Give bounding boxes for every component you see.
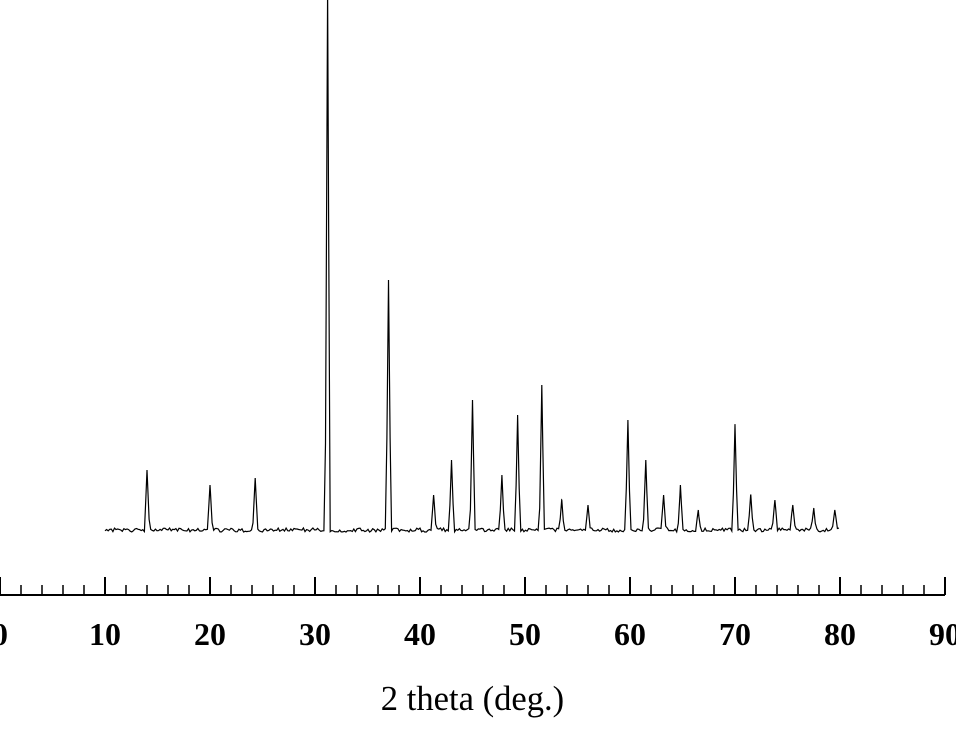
xrd-trace bbox=[105, 0, 839, 532]
x-tick-label: 50 bbox=[509, 617, 541, 652]
x-tick-label: 10 bbox=[89, 617, 121, 652]
x-tick-label: 60 bbox=[614, 617, 646, 652]
x-axis-title: 2 theta (deg.) bbox=[381, 680, 564, 718]
chart-svg: 0 10 20 30 40 50 60 70 80 90 2 theta (deg.) bbox=[0, 0, 956, 732]
x-tick-label: 30 bbox=[299, 617, 331, 652]
x-tick-label: 40 bbox=[404, 617, 436, 652]
x-tick-label: 80 bbox=[824, 617, 856, 652]
x-tick-label: 90 bbox=[929, 617, 956, 652]
x-tick-label: 70 bbox=[719, 617, 751, 652]
xrd-chart: 0 10 20 30 40 50 60 70 80 90 2 theta (deg.) bbox=[0, 0, 956, 732]
x-tick-label: 0 bbox=[0, 617, 8, 652]
x-tick-label: 20 bbox=[194, 617, 226, 652]
